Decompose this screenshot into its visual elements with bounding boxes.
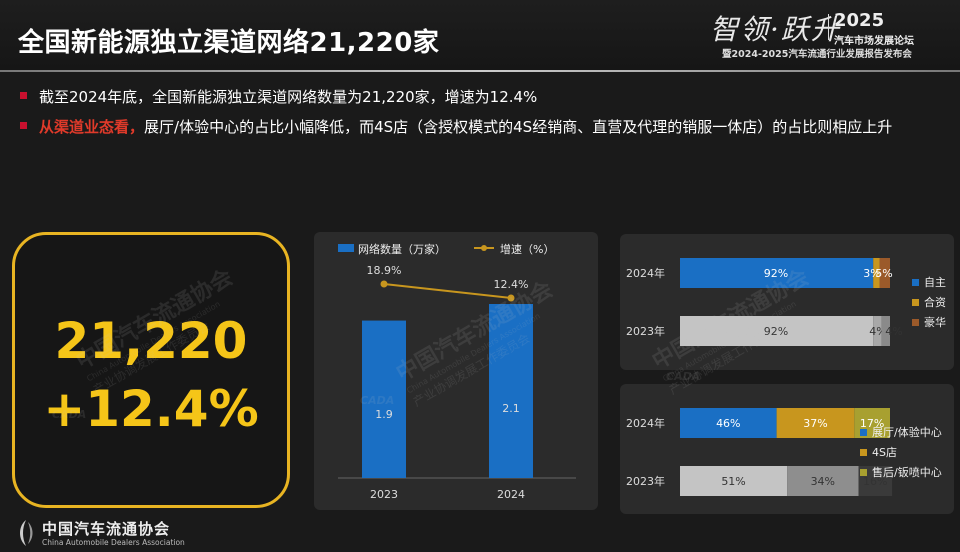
segment-value-label: 3% xyxy=(863,267,880,280)
y-tick-label: 2023年 xyxy=(626,474,665,488)
legend-swatch xyxy=(912,299,919,306)
segment-value-label: 4% xyxy=(885,325,902,338)
watermark-abbr-2: CADA xyxy=(666,370,700,383)
legend-swatch xyxy=(860,449,867,456)
cada-emblem-icon xyxy=(20,520,33,546)
legend-label: 4S店 xyxy=(872,445,897,459)
legend-label: 自主 xyxy=(924,276,946,289)
legend-line-label: 增速（%） xyxy=(500,242,554,256)
page-title: 全国新能源独立渠道网络21,220家 xyxy=(18,28,440,58)
forum-logo: 智领·跃升 2025 汽车市场发展论坛 暨2024-2025汽车流通行业发展报告… xyxy=(710,8,940,60)
legend-bar-swatch xyxy=(338,244,354,252)
format-chart: 2024年 46% 37% 17% 2023年 51% 34% 16% 展厅/体验中心 4S店售后… xyxy=(626,408,942,496)
legend-line-marker xyxy=(481,245,487,251)
legend-label: 合资 xyxy=(924,295,946,309)
legend-swatch xyxy=(860,469,867,476)
bullet-1-text: 截至2024年底，全国新能源独立渠道网络数量为21,220家，增速为12.4% xyxy=(39,88,538,106)
segment-豪华 xyxy=(879,258,890,288)
legend-label: 展厅/体验中心 xyxy=(872,425,942,439)
legend-swatch xyxy=(860,429,867,436)
footer-name: 中国汽车流通协会 xyxy=(42,520,171,538)
segment-value-label: 17% xyxy=(860,417,884,430)
segment-4S店 xyxy=(787,466,859,496)
growth-label: 18.9% xyxy=(367,264,402,277)
footer-en: China Automobile Dealers Association xyxy=(42,538,185,547)
logo-year: 2025 xyxy=(834,10,885,31)
bullet-1: 截至2024年底，全国新能源独立渠道网络数量为21,220家，增速为12.4% xyxy=(20,86,537,107)
y-tick-label: 2024年 xyxy=(626,416,665,430)
logo-subtitle: 汽车市场发展论坛 xyxy=(834,36,914,47)
network-chart: 网络数量（万家） 增速（%） 1.9 2023 2.1 2024 18.9% 12.4% xyxy=(338,242,576,501)
logo-divider xyxy=(828,14,829,40)
format-chart-panel: 2024年 46% 37% 17% 2023年 51% 34% 16% 展厅/体验中心 4S店售后… xyxy=(620,384,954,514)
footer-logo: 中国汽车流通协会 China Automobile Dealers Associ… xyxy=(14,516,214,550)
bullet-2-highlight: 从渠道业态看， xyxy=(39,118,145,136)
growth-label: 12.4% xyxy=(494,278,529,291)
growth-point xyxy=(507,294,515,302)
segment-4S店 xyxy=(776,408,855,438)
legend-swatch xyxy=(912,319,919,326)
bullet-square-icon xyxy=(20,92,27,99)
kpi-total: 21,220 xyxy=(54,312,248,370)
bar-value-label: 2.1 xyxy=(502,402,520,415)
bar-value-label: 1.9 xyxy=(375,408,393,421)
logo-event-name: 暨2024-2025汽车流通行业发展报告发布会 xyxy=(722,49,912,60)
network-chart-panel: 网络数量（万家） 增速（%） 1.9 2023 2.1 2024 18.9% 12.4% xyxy=(314,232,598,510)
segment-value-label: 92% xyxy=(764,267,788,280)
x-tick-label: 2023 xyxy=(370,488,398,501)
bar-2024 xyxy=(489,304,533,478)
y-tick-label: 2024年 xyxy=(626,266,665,280)
segment-value-label: 16% xyxy=(863,475,887,488)
legend-label: 豪华 xyxy=(924,315,946,329)
logo-calligraphy: 智领·跃升 xyxy=(710,13,841,46)
segment-展厅/体验中心 xyxy=(680,466,788,496)
segment-value-label: 92% xyxy=(764,325,788,338)
segment-自主 xyxy=(680,316,874,346)
segment-豪华 xyxy=(881,316,890,346)
y-tick-label: 2023年 xyxy=(626,324,665,338)
segment-value-label: 51% xyxy=(721,475,745,488)
bullet-square-icon xyxy=(20,122,27,129)
legend-bar-label: 网络数量（万家） xyxy=(358,242,446,256)
segment-展厅/体验中心 xyxy=(680,408,777,438)
segment-value-label: 5% xyxy=(875,267,892,280)
x-tick-label: 2024 xyxy=(497,488,525,501)
kpi-box: 21,220 +12.4% xyxy=(12,232,290,508)
bar-2023 xyxy=(362,320,406,478)
cada-abbr: CADA xyxy=(666,370,701,383)
header-bar: 全国新能源独立渠道网络21,220家 智领·跃升 2025 汽车市场发展论坛 暨… xyxy=(0,0,960,70)
kpi-growth: +12.4% xyxy=(43,380,259,438)
legend-swatch xyxy=(912,279,919,286)
growth-point xyxy=(380,280,388,288)
header-divider xyxy=(0,70,960,72)
segment-合资 xyxy=(873,258,880,288)
segment-value-label: 46% xyxy=(716,417,740,430)
segment-合资 xyxy=(873,316,882,346)
bullet-2: 从渠道业态看，展厅/体验中心的占比小幅降低，而4S店（含授权模式的4S经销商、直… xyxy=(20,116,892,137)
brand-chart-panel: 2024年 92% 3% 5% 2023年 92% 4% 4% 自主 合资 豪华 xyxy=(620,234,954,370)
growth-line xyxy=(383,283,512,299)
segment-自主 xyxy=(680,258,874,288)
bullet-2-text: 展厅/体验中心的占比小幅降低，而4S店（含授权模式的4S经销商、直营及代理的销服… xyxy=(144,118,893,136)
legend-label: 售后/钣喷中心 xyxy=(872,465,942,479)
segment-value-label: 34% xyxy=(811,475,835,488)
segment-value-label: 37% xyxy=(803,417,827,430)
